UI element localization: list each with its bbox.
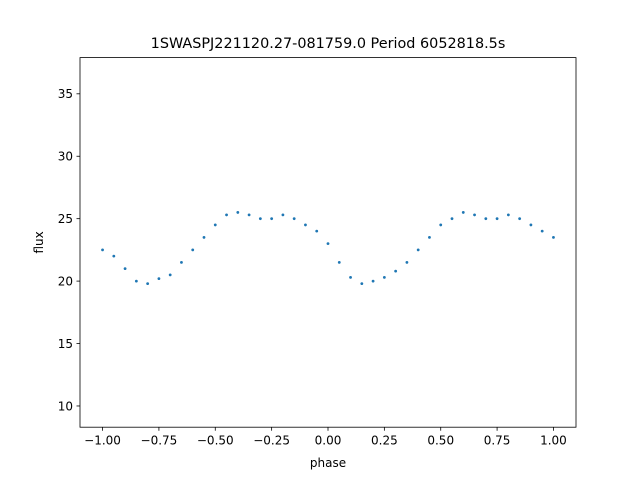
data-point bbox=[168, 273, 172, 277]
data-point bbox=[529, 223, 533, 227]
data-point bbox=[473, 213, 476, 217]
data-point bbox=[371, 279, 375, 283]
y-tick-label: 15 bbox=[58, 337, 73, 351]
data-point bbox=[101, 248, 104, 252]
y-ticks: 10 15 20 25 30 35 bbox=[58, 87, 80, 413]
data-point bbox=[112, 254, 116, 258]
data-point bbox=[292, 217, 296, 221]
data-point bbox=[225, 213, 228, 217]
data-point bbox=[461, 211, 465, 214]
x-tick-label: −0.50 bbox=[197, 434, 234, 448]
data-point bbox=[326, 242, 330, 246]
y-tick-label: 30 bbox=[58, 150, 73, 164]
data-point bbox=[157, 277, 161, 281]
x-tick-label: −0.25 bbox=[253, 434, 290, 448]
x-tick-label: −0.75 bbox=[141, 434, 178, 448]
data-point bbox=[439, 223, 443, 227]
data-point bbox=[236, 211, 240, 214]
data-point bbox=[428, 236, 431, 239]
x-tick-label: 0.00 bbox=[315, 434, 342, 448]
data-point bbox=[416, 248, 420, 252]
y-axis-label: flux bbox=[32, 231, 46, 253]
data-point bbox=[337, 260, 341, 264]
data-point bbox=[270, 217, 274, 221]
y-tick-label: 10 bbox=[58, 399, 73, 413]
data-point bbox=[450, 217, 454, 221]
data-point bbox=[281, 213, 285, 217]
data-point bbox=[258, 217, 262, 221]
x-tick-label: 1.00 bbox=[540, 434, 567, 448]
x-axis-label: phase bbox=[310, 456, 346, 470]
chart-title: 1SWASPJ221120.27-081759.0 Period 6052818… bbox=[151, 36, 506, 52]
data-point bbox=[552, 236, 555, 239]
data-point bbox=[146, 282, 150, 286]
data-point bbox=[191, 248, 195, 252]
data-point bbox=[304, 223, 307, 227]
data-point bbox=[180, 260, 183, 264]
x-ticks: −1.00 −0.75 −0.50 −0.25 0.00 0.25 0.50 0.75 1.00 bbox=[84, 427, 567, 448]
x-tick-label: 0.25 bbox=[371, 434, 398, 448]
data-point bbox=[506, 213, 510, 217]
data-point bbox=[405, 260, 409, 264]
y-tick-label: 25 bbox=[58, 212, 73, 226]
data-point bbox=[315, 229, 319, 233]
data-point bbox=[495, 217, 499, 221]
points-layer bbox=[101, 211, 555, 286]
x-tick-label: 0.50 bbox=[427, 434, 454, 448]
data-point bbox=[202, 236, 206, 239]
data-point bbox=[540, 229, 544, 233]
data-point bbox=[349, 275, 352, 279]
data-point bbox=[360, 282, 364, 286]
data-point bbox=[382, 275, 386, 279]
data-point bbox=[518, 217, 522, 221]
y-tick-label: 20 bbox=[58, 274, 73, 288]
x-tick-label: 0.75 bbox=[484, 434, 511, 448]
data-point bbox=[394, 269, 398, 273]
data-point bbox=[134, 279, 138, 283]
data-point bbox=[247, 213, 251, 217]
data-point bbox=[123, 267, 127, 271]
y-tick-label: 35 bbox=[58, 87, 73, 101]
x-tick-label: −1.00 bbox=[84, 434, 121, 448]
data-point bbox=[213, 223, 217, 227]
data-point bbox=[484, 217, 488, 221]
